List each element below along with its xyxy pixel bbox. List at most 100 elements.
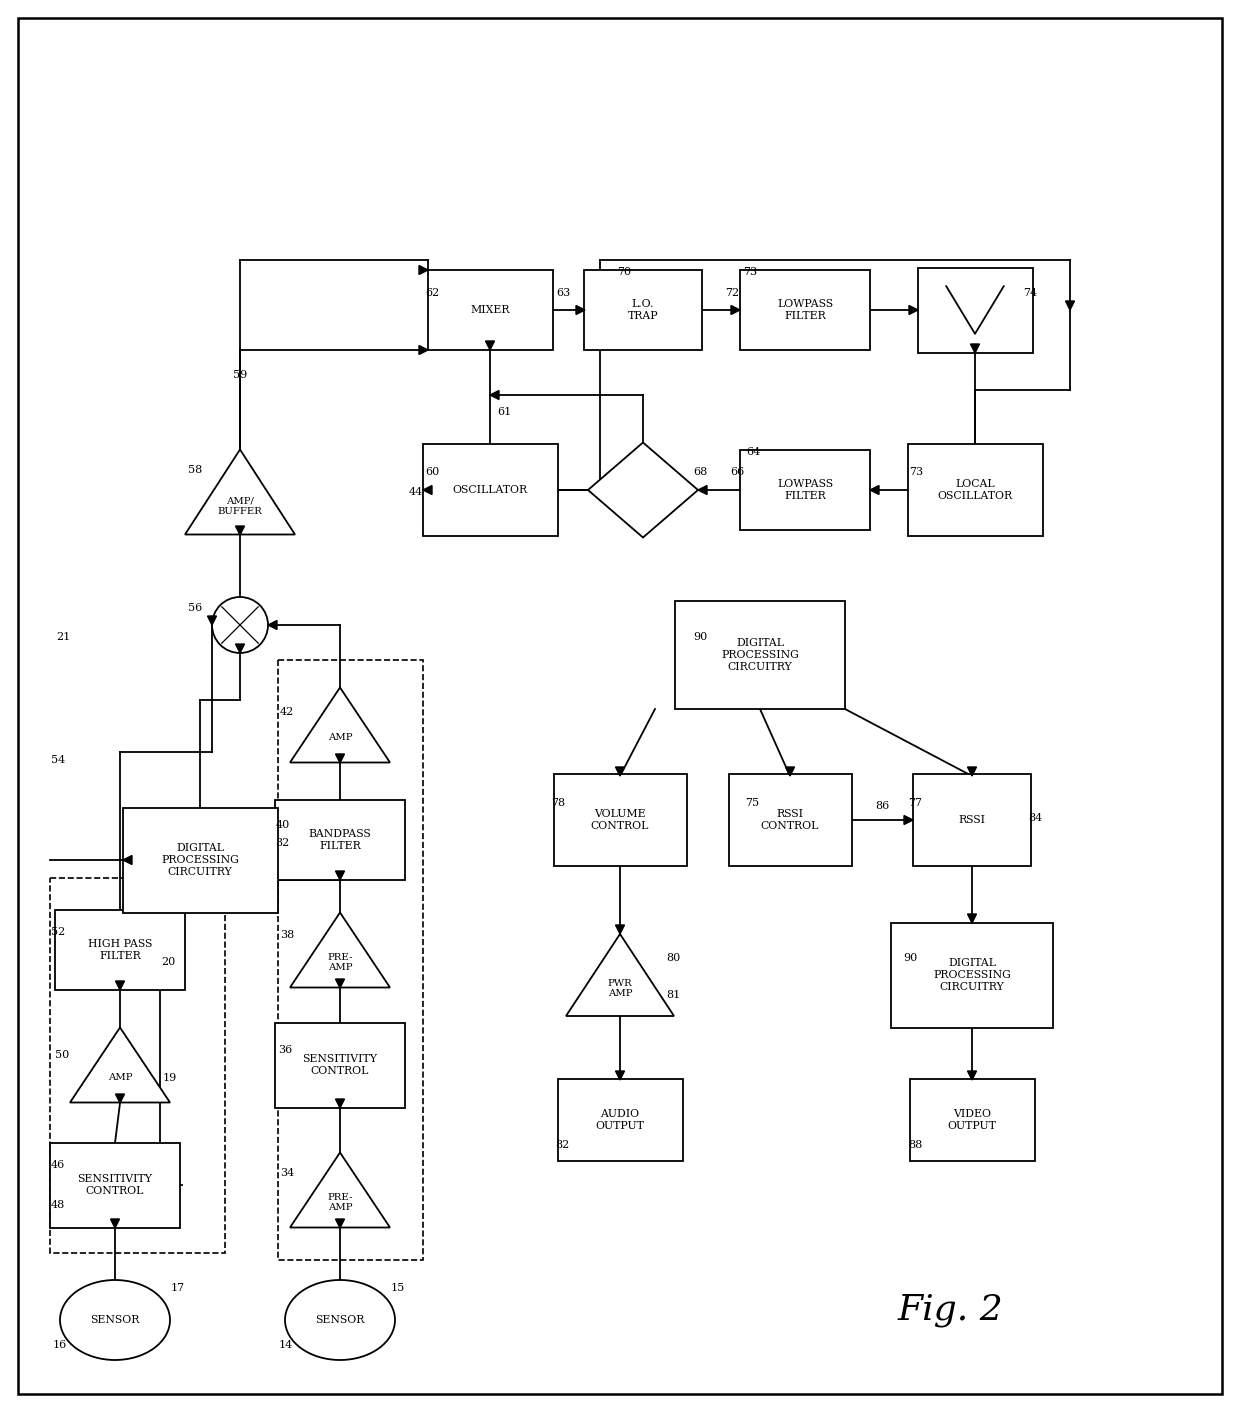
Text: 64: 64	[746, 448, 760, 457]
Text: 15: 15	[391, 1284, 405, 1293]
Polygon shape	[565, 933, 675, 1017]
Polygon shape	[69, 1028, 170, 1103]
Bar	[278, 659, 423, 1260]
Text: MIXER: MIXER	[470, 305, 510, 315]
Bar	[913, 774, 1030, 866]
Polygon shape	[615, 925, 625, 933]
Text: 68: 68	[693, 467, 707, 477]
Polygon shape	[115, 1094, 124, 1103]
Text: 32: 32	[275, 837, 289, 849]
Polygon shape	[967, 767, 977, 777]
Polygon shape	[486, 342, 495, 350]
Text: 42: 42	[280, 707, 294, 717]
Text: PRE-
AMP: PRE- AMP	[327, 1193, 352, 1211]
Bar	[123, 808, 278, 912]
Text: 86: 86	[875, 801, 889, 810]
Text: 20: 20	[161, 957, 175, 967]
Text: AMP: AMP	[327, 733, 352, 741]
Text: 54: 54	[51, 755, 66, 765]
Text: LOWPASS
FILTER: LOWPASS FILTER	[777, 299, 833, 321]
Bar	[584, 270, 702, 350]
Text: 61: 61	[497, 407, 511, 417]
Text: LOCAL
OSCILLATOR: LOCAL OSCILLATOR	[937, 479, 1013, 501]
Polygon shape	[290, 912, 391, 987]
Bar	[553, 774, 687, 866]
Text: 70: 70	[618, 267, 631, 277]
Bar	[909, 1079, 1034, 1161]
Text: 21: 21	[56, 633, 71, 642]
Text: 16: 16	[53, 1340, 67, 1350]
Text: HIGH PASS
FILTER: HIGH PASS FILTER	[88, 939, 153, 960]
Polygon shape	[971, 345, 980, 353]
Bar	[729, 774, 852, 866]
Text: 63: 63	[556, 288, 570, 298]
Ellipse shape	[60, 1281, 170, 1360]
Text: 59: 59	[233, 370, 247, 380]
Bar	[428, 270, 553, 350]
Text: 80: 80	[666, 953, 680, 963]
Bar	[55, 909, 185, 990]
Text: 90: 90	[693, 633, 707, 642]
Bar	[892, 922, 1053, 1028]
Text: DIGITAL
PROCESSING
CIRCUITRY: DIGITAL PROCESSING CIRCUITRY	[722, 638, 799, 672]
Text: OSCILLATOR: OSCILLATOR	[453, 484, 527, 496]
Text: 40: 40	[275, 820, 290, 830]
Text: 52: 52	[51, 928, 66, 938]
Bar	[918, 267, 1033, 353]
Polygon shape	[615, 1070, 625, 1080]
Polygon shape	[588, 442, 698, 538]
Text: LOWPASS
FILTER: LOWPASS FILTER	[777, 479, 833, 501]
Polygon shape	[336, 1099, 345, 1108]
Text: 81: 81	[666, 990, 680, 1000]
Text: Fig. 2: Fig. 2	[897, 1293, 1003, 1327]
Text: SENSITIVITY
CONTROL: SENSITIVITY CONTROL	[303, 1055, 377, 1076]
Bar	[275, 801, 405, 880]
Circle shape	[212, 597, 268, 652]
Polygon shape	[904, 816, 913, 825]
Text: SENSOR: SENSOR	[315, 1315, 365, 1324]
Text: 19: 19	[162, 1073, 177, 1083]
Polygon shape	[236, 644, 244, 652]
Polygon shape	[207, 616, 217, 626]
Text: AMP: AMP	[108, 1073, 133, 1082]
Polygon shape	[732, 305, 740, 315]
Text: RSSI
CONTROL: RSSI CONTROL	[761, 809, 820, 830]
Text: 36: 36	[278, 1045, 293, 1055]
Text: VIDEO
OUTPUT: VIDEO OUTPUT	[947, 1110, 997, 1131]
Text: AUDIO
OUTPUT: AUDIO OUTPUT	[595, 1110, 645, 1131]
Text: 84: 84	[1028, 813, 1042, 823]
Bar	[50, 878, 224, 1252]
Text: 77: 77	[908, 798, 923, 808]
Text: 58: 58	[188, 465, 202, 474]
Polygon shape	[967, 914, 977, 923]
Polygon shape	[490, 391, 498, 400]
Polygon shape	[967, 1070, 977, 1080]
Text: 66: 66	[730, 467, 744, 477]
Bar	[275, 1022, 405, 1107]
Polygon shape	[698, 486, 707, 494]
Polygon shape	[577, 305, 585, 315]
Text: PWR
AMP: PWR AMP	[608, 979, 632, 998]
Text: PRE-
AMP: PRE- AMP	[327, 953, 352, 973]
Polygon shape	[336, 979, 345, 988]
Polygon shape	[290, 1152, 391, 1227]
Polygon shape	[336, 871, 345, 880]
Text: 60: 60	[425, 467, 439, 477]
Text: 90: 90	[903, 953, 918, 963]
Bar	[675, 602, 844, 709]
Text: 50: 50	[55, 1051, 69, 1060]
Text: DIGITAL
PROCESSING
CIRCUITRY: DIGITAL PROCESSING CIRCUITRY	[161, 843, 239, 877]
Polygon shape	[870, 486, 879, 494]
Polygon shape	[419, 346, 428, 354]
Polygon shape	[615, 767, 625, 777]
Polygon shape	[336, 754, 345, 762]
Polygon shape	[909, 305, 918, 315]
Bar	[558, 1079, 682, 1161]
Text: 62: 62	[425, 288, 439, 298]
Text: 46: 46	[51, 1161, 66, 1171]
Text: 75: 75	[745, 798, 759, 808]
Polygon shape	[290, 688, 391, 762]
Polygon shape	[419, 265, 428, 274]
Polygon shape	[336, 1219, 345, 1228]
Text: 34: 34	[280, 1168, 294, 1178]
